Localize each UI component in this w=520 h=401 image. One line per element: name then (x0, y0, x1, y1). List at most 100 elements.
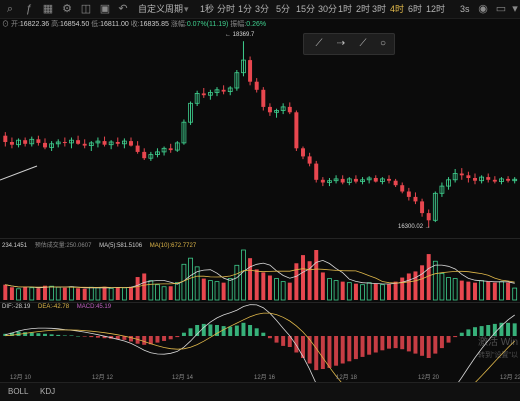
candle-body[interactable] (174, 142, 180, 151)
candle-body[interactable] (492, 179, 497, 182)
interval-tab[interactable]: 5分 (276, 4, 291, 14)
candle-body[interactable] (95, 140, 101, 144)
candle-body[interactable] (327, 180, 332, 183)
candle-body[interactable] (420, 201, 425, 214)
settings-icon[interactable]: ⚙ (62, 3, 72, 15)
candle-body[interactable] (161, 147, 167, 153)
candle-body[interactable] (333, 178, 339, 182)
candle-body[interactable] (413, 196, 418, 202)
candle-body[interactable] (267, 106, 272, 113)
candle-body[interactable] (102, 141, 107, 145)
interval-tab[interactable]: 30分 (318, 4, 338, 14)
interval-tab[interactable]: 6时 (408, 4, 423, 14)
interval-tab[interactable]: 1时 (338, 4, 353, 14)
candle-body[interactable] (486, 177, 491, 180)
drawn-trend-line[interactable] (0, 165, 38, 181)
camera-icon[interactable]: ◉ (478, 3, 488, 15)
interval-tab[interactable]: 1分 (238, 4, 253, 14)
ray-line-icon[interactable]: ⟋ (359, 38, 367, 49)
candle-body[interactable] (221, 89, 226, 92)
candle-body[interactable] (373, 178, 378, 182)
candle-body[interactable] (248, 60, 253, 82)
candle-body[interactable] (207, 92, 213, 96)
candle-body[interactable] (452, 173, 458, 181)
interval-tab[interactable]: 2时 (356, 4, 371, 14)
candle-body[interactable] (108, 141, 114, 146)
candle-body[interactable] (194, 93, 200, 104)
candle-body[interactable] (148, 154, 154, 159)
candle-body[interactable] (29, 138, 35, 145)
candle-body[interactable] (155, 151, 160, 155)
interval-tab[interactable]: 3时 (372, 4, 387, 14)
candle-body[interactable] (9, 142, 14, 145)
candle-body[interactable] (49, 143, 54, 148)
candle-body[interactable] (301, 148, 305, 157)
candle-body[interactable] (274, 110, 279, 113)
candle-body[interactable] (393, 180, 398, 186)
candle-body[interactable] (366, 177, 372, 181)
interval-tab[interactable]: 分时 (217, 4, 236, 14)
dropdown-icon[interactable]: ▾ (512, 3, 518, 15)
candle-body[interactable] (294, 112, 299, 149)
candle-body[interactable] (188, 102, 193, 123)
candle-body[interactable] (432, 192, 438, 221)
candle-body[interactable] (168, 148, 173, 151)
candle-body[interactable] (115, 142, 120, 144)
custom-period-button[interactable]: 自定义周期 (138, 4, 184, 14)
interval-tab[interactable]: 3分 (255, 4, 270, 14)
candle-body[interactable] (473, 178, 477, 181)
candle-body[interactable] (307, 156, 312, 164)
interval-tab[interactable]: 1秒 (200, 4, 215, 14)
candle-body[interactable] (76, 140, 81, 144)
kdj-tab[interactable]: KDJ (40, 387, 56, 396)
candle-body[interactable] (320, 179, 325, 183)
candle-body[interactable] (340, 178, 345, 183)
candle-body[interactable] (43, 142, 47, 148)
candle-body[interactable] (353, 178, 358, 182)
candle-body[interactable] (387, 178, 391, 181)
candle-body[interactable] (62, 142, 67, 143)
candle-body[interactable] (23, 140, 28, 144)
candle-body[interactable] (314, 163, 319, 180)
candle-body[interactable] (287, 106, 292, 113)
candle-body[interactable] (400, 185, 405, 192)
candle-body[interactable] (82, 143, 87, 146)
compare-icon[interactable]: ▦ (42, 3, 54, 15)
candle-body[interactable] (506, 178, 511, 181)
candle-body[interactable] (16, 139, 21, 146)
candle-body[interactable] (3, 135, 8, 142)
candle-body[interactable] (129, 141, 133, 146)
interval-tab[interactable]: 4时 (390, 4, 405, 14)
candle-body[interactable] (181, 121, 187, 144)
interval-tab[interactable]: 15分 (296, 4, 316, 14)
period-chevron-icon[interactable]: ▾ (184, 4, 189, 14)
candle-body[interactable] (426, 213, 431, 221)
candle-body[interactable] (466, 175, 471, 178)
candle-body[interactable] (227, 87, 233, 92)
candle-body[interactable] (479, 176, 484, 182)
candle-body[interactable] (280, 106, 286, 111)
horizontal-line-icon[interactable]: ⇢ (336, 38, 346, 49)
refresh-rate-label[interactable]: 3s (460, 4, 470, 14)
interval-tab[interactable]: 12时 (426, 4, 446, 14)
candle-body[interactable] (69, 139, 74, 144)
candle-body[interactable] (36, 139, 41, 143)
candle-body[interactable] (142, 151, 147, 159)
candle-body[interactable] (122, 140, 127, 145)
indicator-icon[interactable]: ƒ (25, 3, 33, 15)
candle-body[interactable] (261, 89, 266, 107)
candle-body[interactable] (379, 178, 385, 182)
screenshot-icon[interactable]: ▣ (99, 3, 111, 15)
boll-tab[interactable]: BOLL (8, 387, 29, 396)
candle-body[interactable] (360, 179, 365, 183)
circle-tool-icon[interactable]: ○ (379, 38, 387, 49)
candle-body[interactable] (499, 178, 504, 182)
candle-body[interactable] (135, 145, 140, 152)
search-icon[interactable]: ⌕ (6, 3, 14, 15)
candle-body[interactable] (439, 185, 445, 194)
undo-icon[interactable]: ↶ (118, 3, 128, 15)
window-icon[interactable]: ▭ (495, 3, 507, 15)
candle-body[interactable] (446, 179, 451, 187)
trend-line-icon[interactable]: ⟋ (315, 38, 323, 49)
